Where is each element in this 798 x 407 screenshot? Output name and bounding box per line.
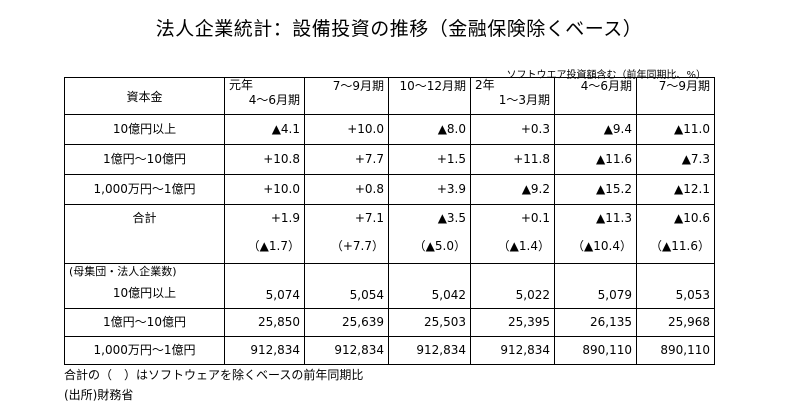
total-excl-software: （▲1.4） bbox=[497, 239, 550, 253]
row-label: 1億円～10億円 bbox=[64, 308, 225, 337]
row-label: (母集団・法人企業数) 10億円以上 bbox=[64, 263, 225, 309]
table-cell: +0.8 bbox=[304, 174, 389, 205]
table-cell: +3.9 bbox=[388, 174, 471, 205]
table-row: 1億円～10億円 25,850 25,639 25,503 25,395 26,… bbox=[64, 308, 715, 337]
table-cell: 5,074 bbox=[224, 263, 305, 309]
table-cell: +7.7 bbox=[304, 144, 389, 175]
table-cell: +11.8 bbox=[470, 144, 555, 175]
total-excl-software: （▲5.0） bbox=[413, 239, 466, 253]
table-cell: 912,834 bbox=[470, 336, 555, 365]
period-label: 7～9月期 bbox=[332, 79, 384, 93]
table-cell: 5,022 bbox=[470, 263, 555, 309]
table-cell: +1.5 bbox=[388, 144, 471, 175]
table-cell: 25,395 bbox=[470, 308, 555, 337]
table-cell: 890,110 bbox=[554, 336, 637, 365]
unit-note: ソフトウエア投資額含む（前年同期比、%） bbox=[506, 70, 706, 81]
col-header-period: 2年 1～3月期 bbox=[470, 77, 555, 115]
table-cell: 25,503 bbox=[388, 308, 471, 337]
header-row: 資本金 元年 4～6月期 7～9月期 10～12月期 2年 1～3月期 4～6月期 … bbox=[64, 77, 715, 115]
total-value: +0.1 bbox=[520, 211, 550, 225]
table-row: 1,000万円～1億円 912,834 912,834 912,834 912,… bbox=[64, 336, 715, 365]
table-cell: ▲4.1 bbox=[224, 114, 305, 145]
table-cell: 25,850 bbox=[224, 308, 305, 337]
table-cell: 25,968 bbox=[636, 308, 715, 337]
row-label: 1,000万円～1億円 bbox=[64, 174, 225, 205]
table-cell: ▲7.3 bbox=[636, 144, 715, 175]
table-cell: ▲9.4 bbox=[554, 114, 637, 145]
table-cell: 5,079 bbox=[554, 263, 637, 309]
page-title: 法人企業統計：設備投資の推移（金融保険除くベース） bbox=[155, 18, 643, 40]
count-row-label: 10億円以上 bbox=[112, 286, 177, 300]
table-cell: +0.3 bbox=[470, 114, 555, 145]
total-value: ▲11.3 bbox=[596, 211, 632, 225]
total-value: ▲3.5 bbox=[437, 211, 466, 225]
col-header-period: 7～9月期 bbox=[636, 77, 715, 115]
table-row: 1億円～10億円 +10.8 +7.7 +1.5 +11.8 ▲11.6 ▲7.… bbox=[64, 144, 715, 175]
source-note: (出所)財務省 bbox=[64, 388, 134, 402]
table-cell: ▲11.6 bbox=[554, 144, 637, 175]
total-excl-software: （▲10.4） bbox=[572, 239, 632, 253]
total-label: 合計 bbox=[132, 211, 157, 225]
row-label: 10億円以上 bbox=[64, 114, 225, 145]
period-label: 10～12月期 bbox=[399, 79, 466, 93]
total-value: +7.1 bbox=[354, 211, 384, 225]
table-cell: ▲3.5 （▲5.0） bbox=[388, 204, 471, 264]
table-cell: 26,135 bbox=[554, 308, 637, 337]
table-cell: +10.8 bbox=[224, 144, 305, 175]
table-cell: ▲11.0 bbox=[636, 114, 715, 145]
table-cell: 912,834 bbox=[304, 336, 389, 365]
table-cell: +1.9 （▲1.7） bbox=[224, 204, 305, 264]
table-row: 10億円以上 ▲4.1 +10.0 ▲8.0 +0.3 ▲9.4 ▲11.0 bbox=[64, 114, 715, 145]
col-header-period: 元年 4～6月期 bbox=[224, 77, 305, 115]
table-cell: +7.1 （+7.7） bbox=[304, 204, 389, 264]
total-excl-software: （+7.7） bbox=[330, 239, 384, 253]
table-cell: 25,639 bbox=[304, 308, 389, 337]
table-cell: 5,053 bbox=[636, 263, 715, 309]
total-value: ▲10.6 bbox=[674, 211, 710, 225]
table-cell: ▲10.6 （▲11.6） bbox=[636, 204, 715, 264]
row-label: 1,000万円～1億円 bbox=[64, 336, 225, 365]
col-header-period: 10～12月期 bbox=[388, 77, 471, 115]
total-value: +1.9 bbox=[270, 211, 300, 225]
total-excl-software: （▲1.7） bbox=[247, 239, 300, 253]
total-row: 合計 +1.9 （▲1.7） +7.1 （+7.7） ▲3.5 （▲5.0） +0.1… bbox=[64, 204, 715, 264]
row-label: 1億円～10億円 bbox=[64, 144, 225, 175]
table-cell: +10.0 bbox=[224, 174, 305, 205]
table-row: (母集団・法人企業数) 10億円以上 5,074 5,054 5,042 5,0… bbox=[64, 263, 715, 309]
col-header-capital: 資本金 bbox=[64, 77, 225, 115]
col-header-period: 7～9月期 bbox=[304, 77, 389, 115]
footnote: 合計の（ ）はソフトウェアを除くベースの前年同期比 bbox=[64, 368, 364, 382]
table-cell: ▲8.0 bbox=[388, 114, 471, 145]
period-label: 4～6月期 bbox=[580, 79, 632, 93]
count-caption: (母集団・法人企業数) bbox=[69, 265, 177, 278]
table-cell: ▲9.2 bbox=[470, 174, 555, 205]
table-row: 1,000万円～1億円 +10.0 +0.8 +3.9 ▲9.2 ▲15.2 ▲… bbox=[64, 174, 715, 205]
era-label: 元年 bbox=[229, 78, 254, 92]
table-cell: ▲11.3 （▲10.4） bbox=[554, 204, 637, 264]
capex-table: 資本金 元年 4～6月期 7～9月期 10～12月期 2年 1～3月期 4～6月期 … bbox=[64, 77, 715, 365]
table-cell: 5,054 bbox=[304, 263, 389, 309]
period-label: 1～3月期 bbox=[498, 93, 550, 107]
col-header-period: 4～6月期 bbox=[554, 77, 637, 115]
table-cell: +0.1 （▲1.4） bbox=[470, 204, 555, 264]
total-excl-software: （▲11.6） bbox=[650, 239, 710, 253]
table-cell: 912,834 bbox=[224, 336, 305, 365]
table-cell: ▲15.2 bbox=[554, 174, 637, 205]
period-label: 7～9月期 bbox=[658, 79, 710, 93]
table-cell: 912,834 bbox=[388, 336, 471, 365]
table-cell: 890,110 bbox=[636, 336, 715, 365]
table-cell: 5,042 bbox=[388, 263, 471, 309]
row-label: 合計 bbox=[64, 204, 225, 264]
table-cell: ▲12.1 bbox=[636, 174, 715, 205]
table-cell: +10.0 bbox=[304, 114, 389, 145]
era-label: 2年 bbox=[475, 78, 495, 92]
period-label: 4～6月期 bbox=[248, 93, 300, 107]
